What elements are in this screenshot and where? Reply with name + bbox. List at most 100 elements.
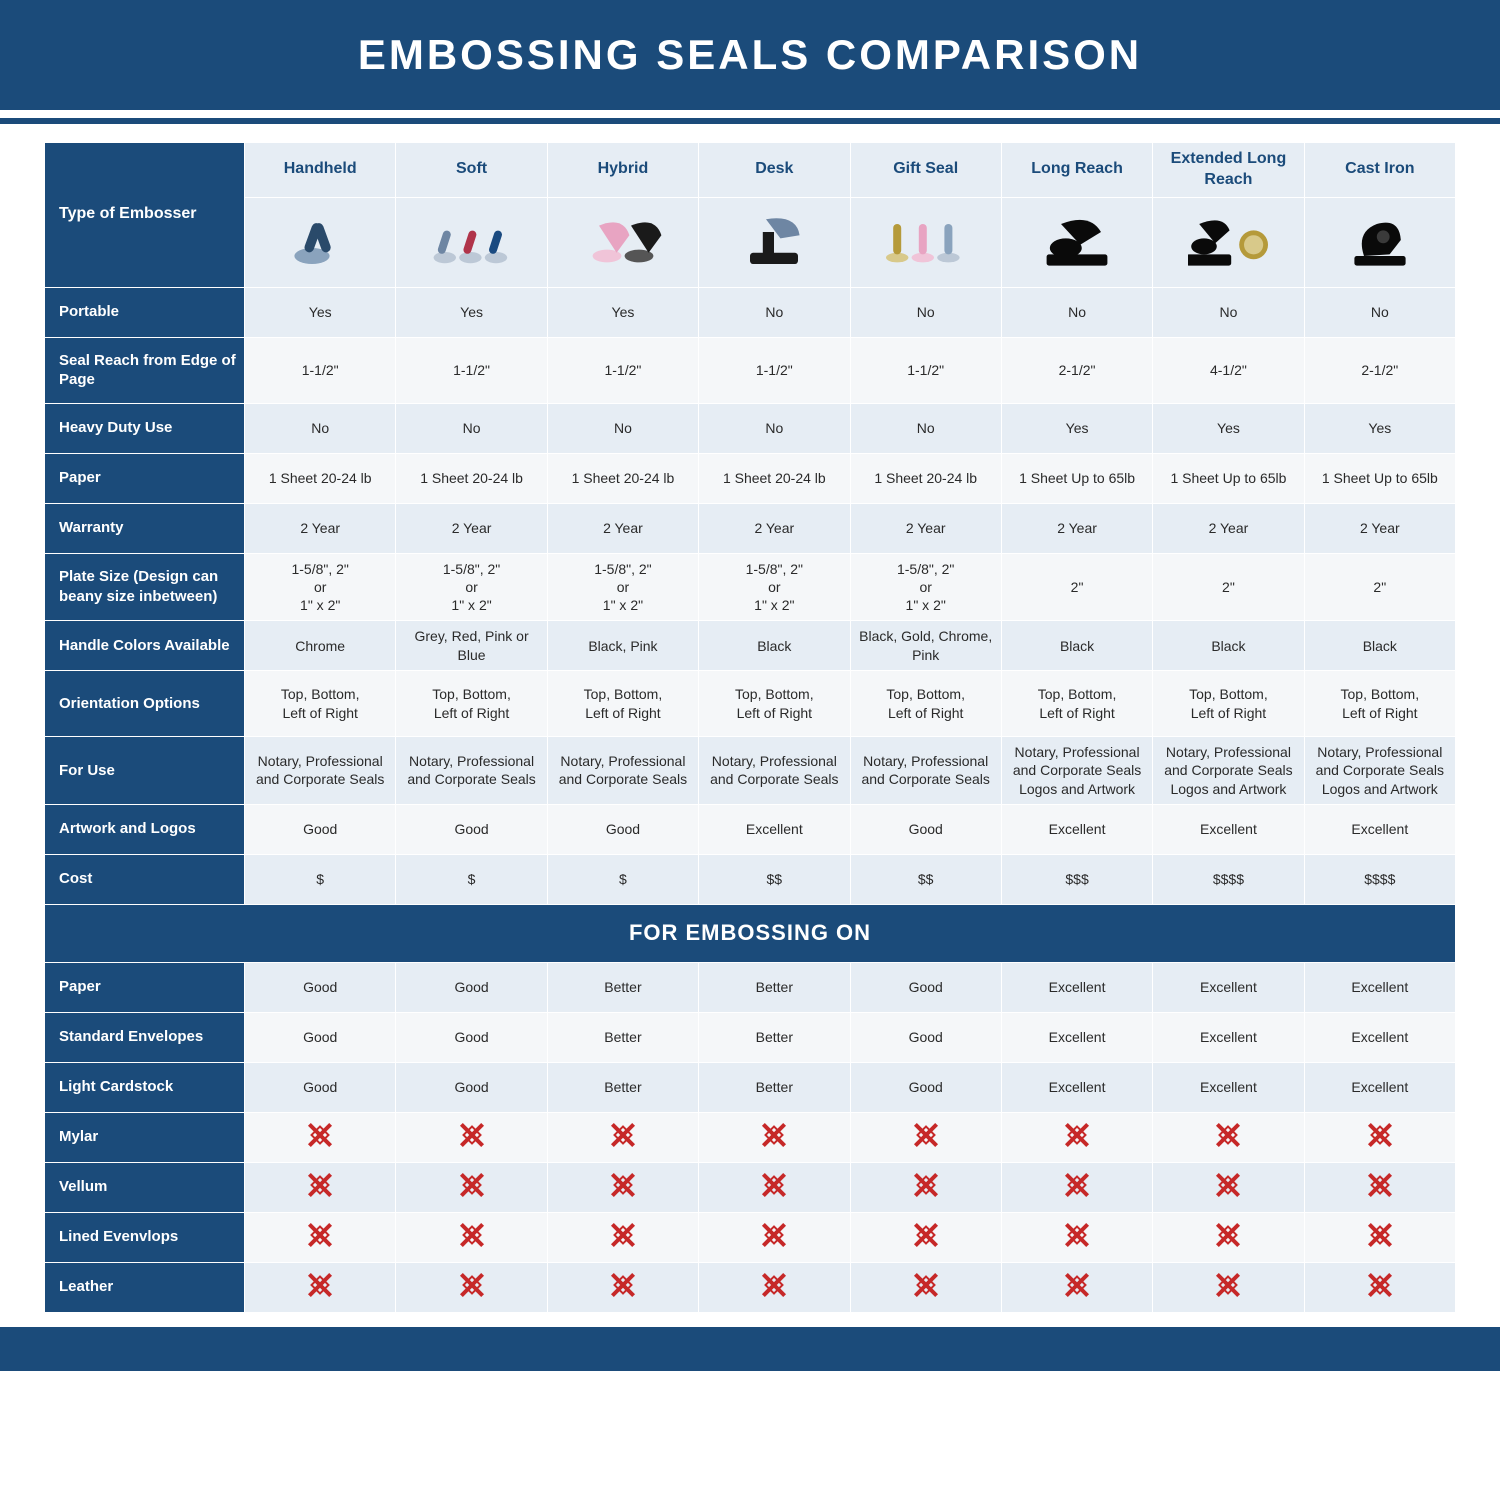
cell: Top, Bottom,Left of Right bbox=[1001, 671, 1152, 737]
row-heavy: Heavy Duty Use NoNoNoNoNoYesYesYes bbox=[45, 403, 1456, 453]
cell: $$$$ bbox=[1304, 854, 1455, 904]
cell: Excellent bbox=[1001, 1012, 1152, 1062]
cell bbox=[396, 1262, 547, 1312]
cell bbox=[245, 1212, 396, 1262]
cell: Good bbox=[850, 804, 1001, 854]
cell: $ bbox=[547, 854, 698, 904]
not-supported-icon bbox=[913, 1172, 939, 1198]
cell: Grey, Red, Pink or Blue bbox=[396, 621, 547, 671]
cell: Good bbox=[850, 1012, 1001, 1062]
cell: 2 Year bbox=[850, 503, 1001, 553]
img-extlongreach bbox=[1153, 197, 1304, 287]
label-m-mylar: Mylar bbox=[45, 1112, 245, 1162]
cell: 2" bbox=[1153, 553, 1304, 621]
column-header-row: Type of Embosser Handheld Soft Hybrid De… bbox=[45, 143, 1456, 198]
not-supported-icon bbox=[307, 1122, 333, 1148]
title-banner: EMBOSSING SEALS COMPARISON bbox=[0, 0, 1500, 110]
not-supported-icon bbox=[913, 1222, 939, 1248]
cell: Black, Pink bbox=[547, 621, 698, 671]
cell bbox=[547, 1212, 698, 1262]
cell: Excellent bbox=[1304, 1012, 1455, 1062]
cell bbox=[1153, 1212, 1304, 1262]
not-supported-icon bbox=[459, 1122, 485, 1148]
label-plate: Plate Size (Design can beany size inbetw… bbox=[45, 553, 245, 621]
not-supported-icon bbox=[761, 1172, 787, 1198]
cell: Black bbox=[1304, 621, 1455, 671]
embosser-icon bbox=[886, 208, 966, 276]
cell: 2-1/2" bbox=[1001, 337, 1152, 403]
not-supported-icon bbox=[761, 1272, 787, 1298]
cell: 1 Sheet 20-24 lb bbox=[245, 453, 396, 503]
cell bbox=[1001, 1262, 1152, 1312]
cell: Top, Bottom,Left of Right bbox=[396, 671, 547, 737]
page-title: EMBOSSING SEALS COMPARISON bbox=[358, 31, 1142, 79]
cell: 2 Year bbox=[699, 503, 850, 553]
not-supported-icon bbox=[610, 1272, 636, 1298]
cell: Better bbox=[547, 1062, 698, 1112]
cell: Better bbox=[699, 1012, 850, 1062]
accent-bar bbox=[0, 118, 1500, 124]
cell bbox=[850, 1212, 1001, 1262]
cell bbox=[245, 1112, 396, 1162]
cell bbox=[1001, 1212, 1152, 1262]
cell: Good bbox=[396, 1012, 547, 1062]
cell: Good bbox=[396, 1062, 547, 1112]
cell: 1 Sheet 20-24 lb bbox=[547, 453, 698, 503]
embosser-icon bbox=[583, 208, 663, 276]
col-soft: Soft bbox=[396, 143, 547, 198]
cell bbox=[850, 1262, 1001, 1312]
cell: Yes bbox=[1001, 403, 1152, 453]
cell: Notary, Professional and Corporate Seals bbox=[699, 737, 850, 805]
cell: Excellent bbox=[1153, 962, 1304, 1012]
embosser-icon bbox=[1037, 208, 1117, 276]
not-supported-icon bbox=[307, 1172, 333, 1198]
not-supported-icon bbox=[1367, 1122, 1393, 1148]
not-supported-icon bbox=[761, 1222, 787, 1248]
cell: Notary, Professional and Corporate Seals… bbox=[1153, 737, 1304, 805]
comparison-table: Type of Embosser Handheld Soft Hybrid De… bbox=[44, 142, 1456, 1313]
label-m-vellum: Vellum bbox=[45, 1162, 245, 1212]
cell: 1-5/8", 2"or1" x 2" bbox=[699, 553, 850, 621]
row-handle: Handle Colors Available ChromeGrey, Red,… bbox=[45, 621, 1456, 671]
label-m-lined: Lined Evenvlops bbox=[45, 1212, 245, 1262]
label-reach: Seal Reach from Edge of Page bbox=[45, 337, 245, 403]
cell: Black, Gold, Chrome, Pink bbox=[850, 621, 1001, 671]
cell: Excellent bbox=[1304, 1062, 1455, 1112]
label-m-env: Standard Envelopes bbox=[45, 1012, 245, 1062]
label-m-card: Light Cardstock bbox=[45, 1062, 245, 1112]
cell: Excellent bbox=[1153, 1012, 1304, 1062]
cell bbox=[1304, 1212, 1455, 1262]
not-supported-icon bbox=[1367, 1222, 1393, 1248]
cell: $ bbox=[245, 854, 396, 904]
cell bbox=[699, 1112, 850, 1162]
row-plate: Plate Size (Design can beany size inbetw… bbox=[45, 553, 1456, 621]
cell: Better bbox=[547, 1012, 698, 1062]
cell: No bbox=[1304, 287, 1455, 337]
embosser-icon bbox=[734, 208, 814, 276]
cell: $$ bbox=[850, 854, 1001, 904]
label-portable: Portable bbox=[45, 287, 245, 337]
cell: Yes bbox=[245, 287, 396, 337]
cell: Good bbox=[245, 962, 396, 1012]
cell: No bbox=[850, 403, 1001, 453]
not-supported-icon bbox=[459, 1172, 485, 1198]
embosser-icon bbox=[280, 208, 360, 276]
not-supported-icon bbox=[1215, 1222, 1241, 1248]
label-cost: Cost bbox=[45, 854, 245, 904]
cell: Excellent bbox=[1001, 1062, 1152, 1112]
cell: Better bbox=[699, 962, 850, 1012]
img-longreach bbox=[1001, 197, 1152, 287]
embosser-icon bbox=[1188, 208, 1268, 276]
not-supported-icon bbox=[1215, 1272, 1241, 1298]
cell bbox=[245, 1262, 396, 1312]
cell bbox=[396, 1162, 547, 1212]
cell: 1-1/2" bbox=[245, 337, 396, 403]
cell: Yes bbox=[547, 287, 698, 337]
cell: 1-5/8", 2"or1" x 2" bbox=[547, 553, 698, 621]
cell: Excellent bbox=[699, 804, 850, 854]
cell bbox=[850, 1162, 1001, 1212]
not-supported-icon bbox=[1215, 1122, 1241, 1148]
label-m-leather: Leather bbox=[45, 1262, 245, 1312]
cell: 2" bbox=[1304, 553, 1455, 621]
row-m-lined: Lined Evenvlops bbox=[45, 1212, 1456, 1262]
